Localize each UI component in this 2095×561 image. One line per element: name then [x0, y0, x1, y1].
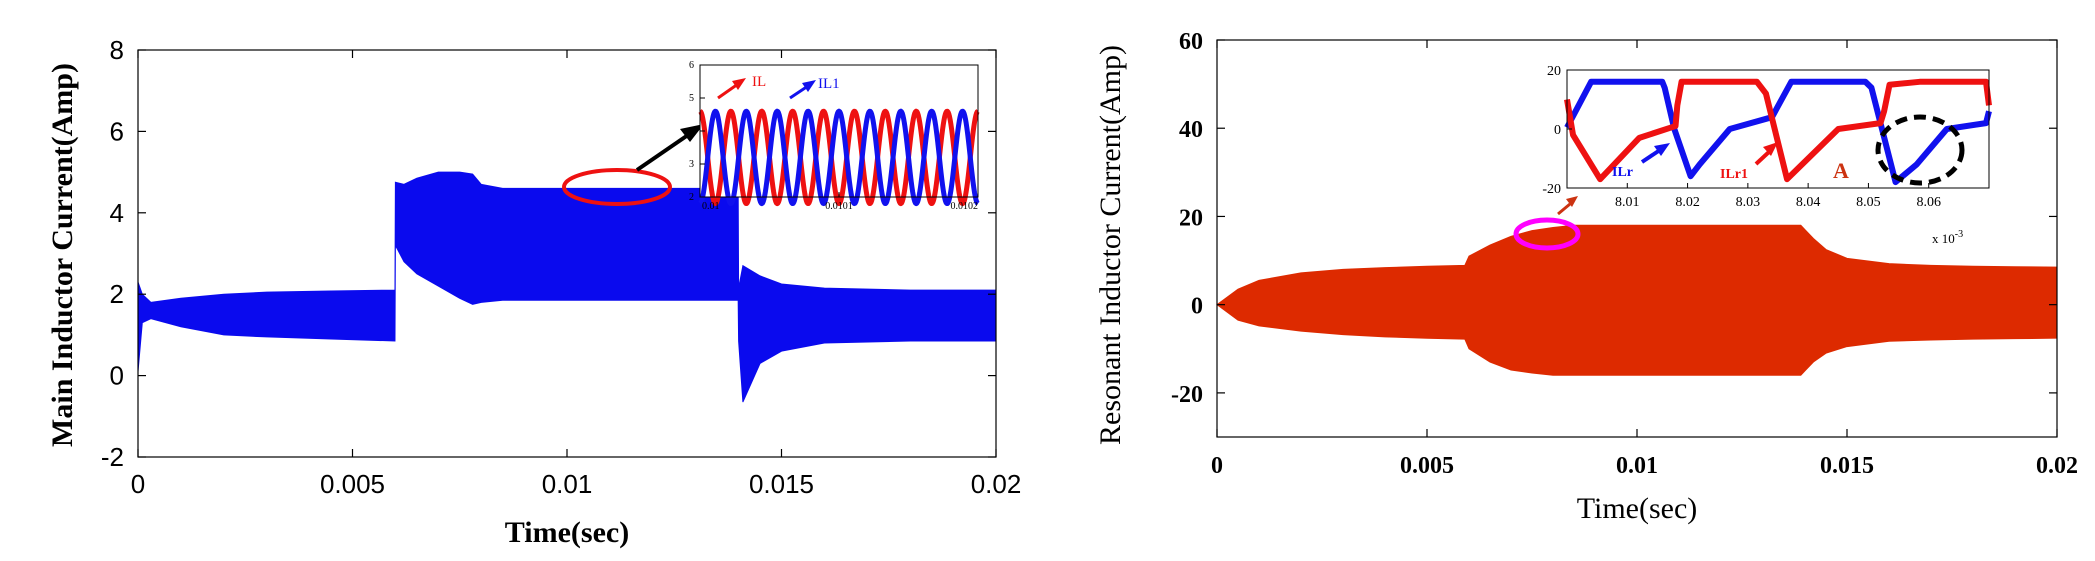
c2-x-tick-label: 0.005 [1400, 453, 1454, 479]
c1-inset-y-tick-label: 3 [689, 159, 694, 170]
c1-inset-chart: 0.01 0.0101 0.0102 2 3 4 5 6 IL IL1 [689, 60, 980, 212]
c1-inset-x-tick-label: 0.01 [702, 201, 720, 212]
c2-inset-background [1567, 70, 1989, 188]
c1-inset-series-il1 [698, 108, 980, 207]
c2-y-tick-label: 0 [1191, 294, 1203, 320]
c1-zoom-arrowhead-icon [680, 124, 704, 142]
c1-inset-background [700, 65, 978, 197]
c2-inset-x-multiplier: x 10-3 [1932, 229, 1963, 246]
c1-inset-x-tick-label: 0.0102 [951, 201, 979, 212]
c2-inset-plot-area [1564, 78, 1992, 186]
c1-current-envelope [137, 171, 997, 403]
c2-plot-area [1216, 224, 2058, 376]
c1-inset-x-tick-label: 0.0101 [825, 201, 853, 212]
c2-x-tick-label: 0.02 [2036, 453, 2078, 479]
c2-inset-label-ilr: ILr [1612, 165, 1633, 180]
c2-inset-ilr-arrowhead-icon [1654, 143, 1670, 156]
c2-inset-series-ilr1 [1564, 78, 1992, 183]
c2-inset-y-tick-label: -20 [1542, 182, 1561, 197]
c2-inset-x-tick-label: 8.06 [1916, 195, 1941, 210]
c2-inset-x-tick-label: 8.03 [1736, 195, 1761, 210]
c1-y-tick-label: 2 [110, 279, 124, 309]
c2-inset-ilr-arrow-line [1640, 148, 1662, 164]
c1-zoom-arrow-line [635, 133, 690, 172]
c2-y-tick-label: 20 [1179, 205, 1203, 231]
c2-zoom-region-ellipse [1513, 217, 1581, 251]
c1-zoom-region-ellipse [562, 168, 672, 206]
c2-axes: 0 0.005 0.01 0.015 0.02 -20 0 20 40 60 [1171, 29, 2078, 479]
c2-zoom-arrowhead-icon [1566, 196, 1578, 207]
c2-inset-axes: 8.01 8.02 8.03 8.04 8.05 8.06 -20 0 20 [1542, 64, 1941, 210]
c2-y-tick-label: 60 [1179, 29, 1203, 55]
c2-x-tick-label: 0 [1211, 453, 1223, 479]
c1-inset-y-tick-label: 5 [689, 93, 694, 104]
c1-x-tick-label: 0.005 [320, 469, 385, 499]
c1-inset-legend-il: IL [752, 74, 766, 90]
c1-x-tick-label: 0 [131, 469, 145, 499]
c2-inset-chart: 8.01 8.02 8.03 8.04 8.05 8.06 -20 0 20 x 10-3 IL… [1542, 64, 1992, 246]
c1-inset-y-tick-label: 6 [689, 60, 694, 71]
c2-x-axis-label: Time(sec) [1577, 492, 1698, 525]
c1-y-axis-label: Main Inductor Current(Amp) [46, 63, 79, 447]
c2-x-tick-label: 0.01 [1616, 453, 1658, 479]
c2-zoom-arrow-line [1557, 202, 1571, 216]
c2-y-axis-label: Resonant Inductor Current(Amp) [1094, 45, 1127, 445]
c2-inset-label-ilr1: ILr1 [1720, 167, 1748, 182]
c2-inset-ilr1-arrowhead-icon [1763, 142, 1778, 156]
c2-inset-series-ilr [1564, 78, 1992, 186]
c2-inset-ilr1-arrow-line [1754, 149, 1772, 166]
c1-x-tick-label: 0.015 [749, 469, 814, 499]
c1-y-tick-label: 0 [110, 361, 124, 391]
c1-inset-axes: 0.01 0.0101 0.0102 2 3 4 5 6 [689, 60, 979, 212]
c1-inset-y-tick-label: 4 [689, 126, 694, 137]
c2-inset-x-tick-label: 8.05 [1856, 195, 1881, 210]
c2-y-tick-label: 40 [1179, 117, 1203, 143]
c1-inset-legend-il1: IL1 [818, 76, 840, 92]
c1-x-axis-label: Time(sec) [505, 516, 629, 549]
c2-y-tick-label: -20 [1171, 382, 1203, 408]
c1-inset-plot-area [698, 108, 980, 207]
c2-inset-x-tick-label: 8.01 [1615, 195, 1640, 210]
c1-inset-il-arrow-line [717, 82, 739, 100]
c2-inset-x-tick-label: 8.04 [1796, 195, 1821, 210]
c2-current-envelope [1216, 224, 2058, 376]
c1-y-tick-label: 4 [110, 198, 124, 228]
c2-inset-y-tick-label: 0 [1554, 123, 1561, 138]
c2-inset-y-tick-label: 20 [1547, 64, 1561, 79]
c1-inset-il-arrowhead-icon [732, 78, 746, 90]
c1-y-tick-label: 6 [110, 116, 124, 146]
c1-inset-y-tick-label: 2 [689, 192, 694, 203]
c1-inset-series-il [698, 108, 980, 207]
c1-x-tick-label: 0.01 [542, 469, 593, 499]
c2-inset-highlight-ellipse [1875, 114, 1965, 186]
c1-y-tick-label: -2 [101, 442, 124, 472]
c1-inset-il1-arrowhead-icon [802, 80, 816, 92]
resonant-inductor-current-chart: 0 0.005 0.01 0.015 0.02 -20 0 20 40 60 Resonant I… [1094, 29, 2078, 525]
c1-plot-area [137, 171, 997, 403]
c2-inset-annotation-a: A [1833, 158, 1849, 183]
c1-y-tick-label: 8 [110, 35, 124, 65]
c1-inset-il1-arrow-line [789, 84, 809, 100]
c1-x-tick-label: 0.02 [971, 469, 1022, 499]
c2-x-tick-label: 0.015 [1820, 453, 1874, 479]
c2-inset-x-tick-label: 8.02 [1675, 195, 1700, 210]
